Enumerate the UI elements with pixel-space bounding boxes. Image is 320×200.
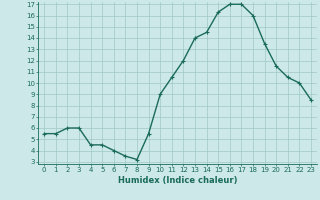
X-axis label: Humidex (Indice chaleur): Humidex (Indice chaleur) <box>118 176 237 185</box>
